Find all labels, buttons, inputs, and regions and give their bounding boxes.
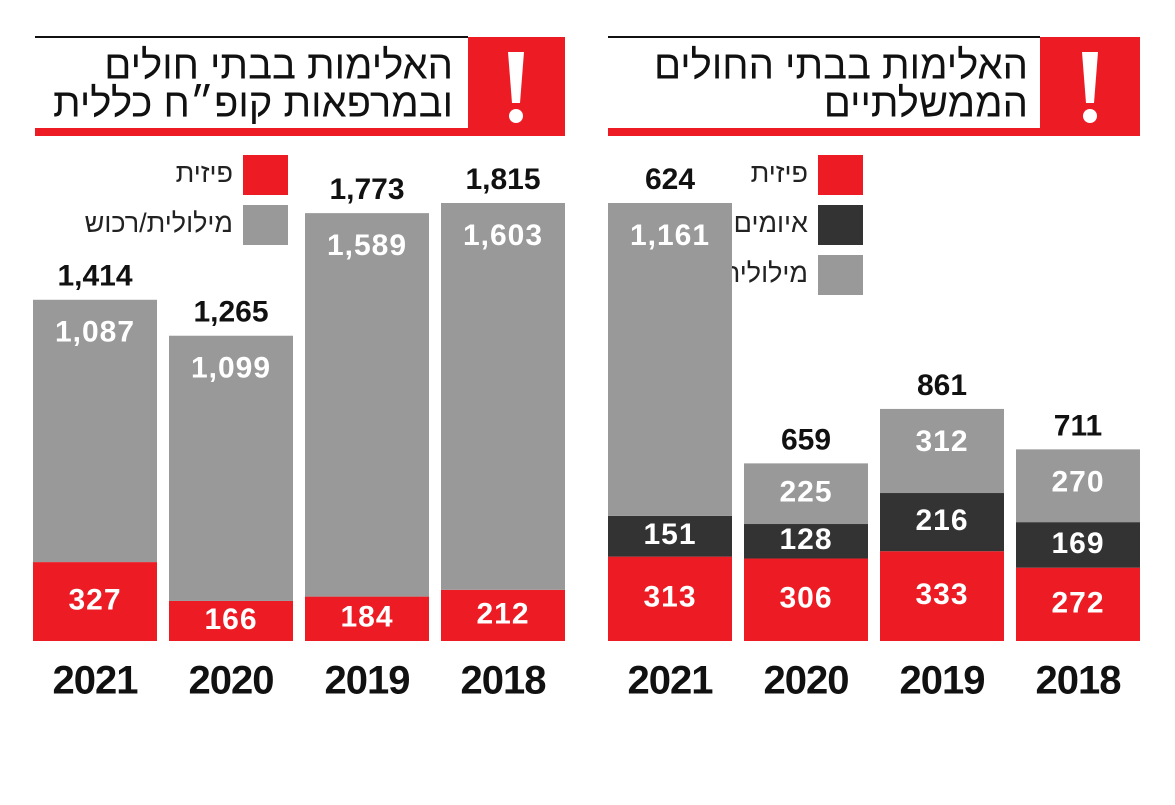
bar-segment [1016,449,1140,523]
bar-segment [608,203,732,516]
bar-segment [880,408,1004,494]
bar-segment [33,562,157,641]
x-tick-label: 2021 [628,659,714,703]
bar-segment [1016,522,1140,568]
value-label: 1,589 [327,229,407,262]
value-label: 333 [915,578,968,611]
legend-swatch [818,155,863,195]
bar-segment [1016,567,1140,641]
value-label: 270 [1051,465,1104,498]
bar-segment [880,493,1004,552]
x-tick-label: 2020 [764,659,849,703]
bar-segment [744,558,868,641]
legend-label: איומים [734,208,808,238]
total-label: 1,265 [193,296,268,329]
bar-segment [169,600,293,641]
total-label: 711 [1054,409,1102,442]
value-label: 306 [779,582,832,615]
x-tick-label: 2019 [325,659,410,703]
legend-swatch [818,205,863,245]
bar-segment [441,589,565,641]
x-tick-label: 2018 [1036,659,1122,703]
value-label: 313 [643,581,696,614]
total-label: 1,815 [465,163,540,196]
value-label: 1,603 [463,219,543,252]
alert-icon [468,37,1140,130]
total-label: 1,773 [329,173,404,206]
bar-segment [33,299,157,563]
value-label: 184 [340,601,393,634]
value-label: 1,087 [55,316,135,349]
legend-label: פיזית [176,158,233,188]
value-label: 212 [476,597,529,630]
value-label: 216 [915,504,968,537]
legend-swatch [243,205,288,245]
chart-title: הממשלתיים [824,82,1028,126]
value-label: 327 [68,583,121,616]
total-label: 861 [917,369,967,402]
legend-swatch [243,155,288,195]
title-underline [35,128,565,136]
chart-title: האלימות בבתי החולים [654,44,1028,88]
bar-segment [305,213,429,597]
value-label: 166 [204,603,257,636]
x-tick-label: 2021 [53,659,139,703]
bar-segment [744,463,868,525]
total-label: 1,414 [57,260,132,293]
value-label: 128 [779,523,832,556]
title-underline [608,128,1140,136]
bar-segment [441,203,565,590]
bar-segment [305,596,429,641]
bar-segment [169,335,293,601]
bar-segment [608,556,732,641]
legend-label: מילולית/רכוש [85,208,233,238]
legend-label: פיזית [751,158,808,188]
total-label: 624 [645,163,695,196]
chart-title: ובמרפאות קופ״ח כללית [53,82,453,126]
value-label: 225 [779,476,832,509]
bar-segment [608,515,732,557]
bar-segment [744,524,868,559]
total-label: 659 [781,423,831,456]
value-label: 312 [915,425,968,458]
bar-segment [880,551,1004,641]
value-label: 1,161 [630,219,710,252]
x-tick-label: 2019 [900,659,985,703]
value-label: 151 [643,518,696,551]
x-tick-label: 2018 [461,659,547,703]
legend-swatch [818,255,863,295]
value-label: 169 [1051,527,1104,560]
value-label: 272 [1051,586,1104,619]
chart-title: האלימות בבתי חולים [104,44,453,88]
value-label: 1,099 [191,352,271,385]
x-tick-label: 2020 [189,659,274,703]
